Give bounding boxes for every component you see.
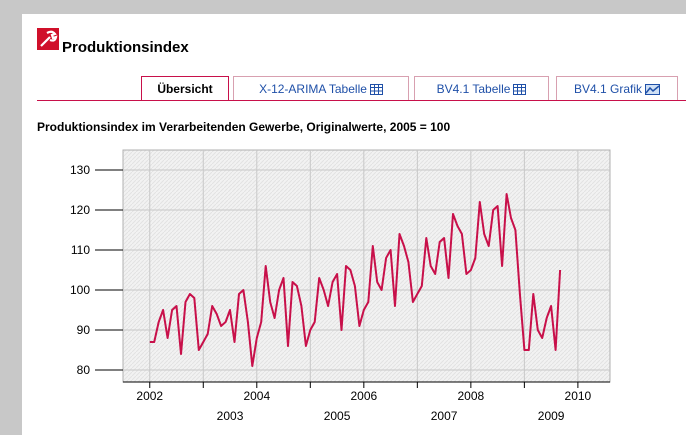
tab[interactable]: BV4.1 Tabelle	[414, 76, 549, 100]
x-tick-label: 2008	[458, 389, 485, 403]
chart-title: Produktionsindex im Verarbeitenden Gewer…	[37, 120, 451, 134]
series-line	[149, 193, 562, 367]
tab-label: X-12-ARIMA Tabelle	[259, 82, 367, 96]
table-icon	[369, 84, 383, 95]
y-tick-label: 80	[77, 363, 91, 377]
tab-label: Übersicht	[157, 82, 213, 96]
y-tick-label: 100	[70, 283, 90, 297]
app-icon	[37, 28, 59, 50]
tab[interactable]: Übersicht	[141, 76, 229, 101]
x-tick-label: 2007	[431, 409, 458, 423]
y-tick-label: 130	[70, 163, 90, 177]
tab-label: BV4.1 Grafik	[573, 82, 643, 96]
x-tick-label: 2004	[243, 389, 270, 403]
tab-underline	[37, 100, 686, 101]
x-tick-label: 2005	[324, 409, 351, 423]
plot-area	[122, 149, 611, 383]
x-tick-label: 2006	[350, 389, 377, 403]
y-tick-label: 110	[71, 243, 90, 257]
tab[interactable]: BV4.1 Grafik	[556, 76, 678, 100]
x-tick-label: 2009	[538, 409, 565, 423]
page-title: Produktionsindex	[62, 39, 189, 56]
x-tick-label: 2010	[565, 389, 592, 403]
y-tick-label: 120	[70, 203, 90, 217]
tab-label: BV4.1 Tabelle	[436, 82, 511, 96]
x-tick-label: 2002	[136, 389, 163, 403]
y-tick-label: 90	[77, 323, 91, 337]
chart-icon	[645, 84, 661, 95]
x-tick-label: 2003	[217, 409, 244, 423]
table-icon	[513, 84, 527, 95]
tab[interactable]: X-12-ARIMA Tabelle	[233, 76, 409, 100]
